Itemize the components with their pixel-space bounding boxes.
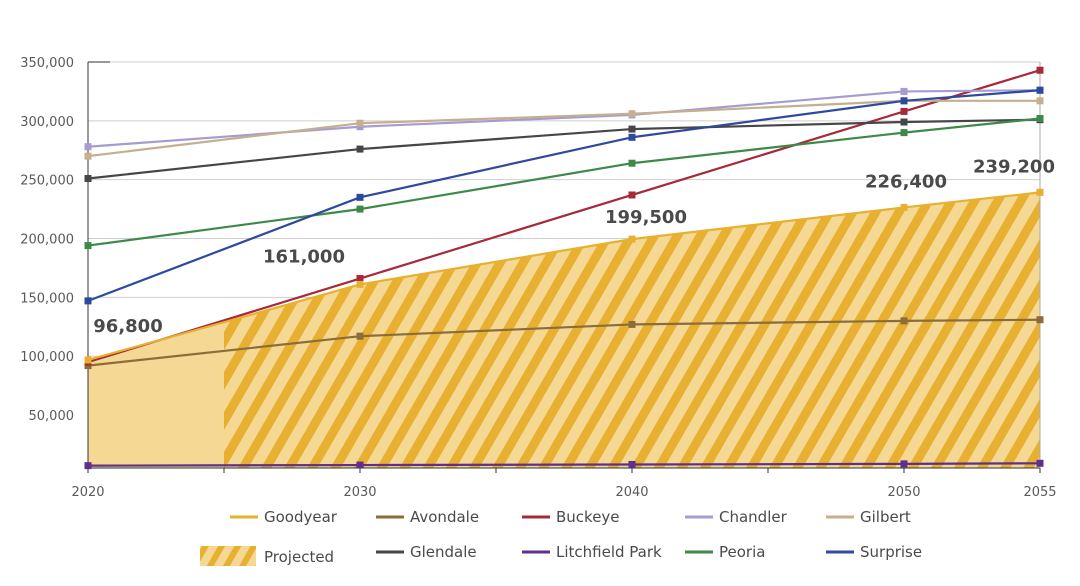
point-litchfield-park [900, 460, 908, 468]
legend-swatch-projected [200, 546, 256, 566]
series-line-glendale [87, 118, 1041, 180]
point-glendale [900, 118, 908, 126]
point-buckeye [900, 107, 908, 115]
point-gilbert [628, 110, 636, 118]
data-label: 96,800 [93, 316, 162, 337]
point-surprise [84, 297, 92, 305]
point-avondale [628, 320, 636, 328]
point-litchfield-park [628, 460, 636, 468]
point-chandler [356, 123, 364, 131]
data-label: 226,400 [865, 171, 947, 192]
goodyear-area-actual [88, 192, 224, 468]
legend-label-gilbert: Gilbert [860, 508, 911, 526]
point-glendale [628, 125, 636, 133]
point-glendale [84, 175, 92, 183]
x-tick-label: 2055 [1023, 485, 1056, 500]
y-tick-label: 300,000 [20, 115, 74, 130]
point-gilbert [84, 152, 92, 160]
point-goodyear [628, 235, 636, 243]
x-tick-label: 2040 [615, 485, 648, 500]
point-gilbert [356, 119, 364, 127]
point-litchfield-park [356, 461, 364, 469]
legend-label-goodyear: Goodyear [264, 508, 338, 526]
legend-label-avondale: Avondale [410, 508, 479, 526]
data-labels: 96,800 161,000 199,500 226,400 239,200 [93, 156, 1055, 337]
y-tick-label: 250,000 [20, 174, 74, 189]
legend-label-buckeye: Buckeye [556, 508, 620, 526]
data-label: 239,200 [973, 156, 1055, 177]
point-peoria [84, 242, 92, 250]
point-litchfield-park [84, 462, 92, 470]
series-lines [84, 66, 1044, 470]
legend-label-projected: Projected [264, 548, 334, 566]
point-goodyear [356, 280, 364, 288]
point-surprise [356, 193, 364, 201]
x-tick-label: 2030 [343, 485, 376, 500]
point-litchfield-park [1036, 459, 1044, 467]
point-avondale [84, 362, 92, 370]
point-surprise [900, 97, 908, 105]
legend-label-surprise: Surprise [860, 543, 922, 561]
point-buckeye [1036, 66, 1044, 74]
goodyear-area-projected [224, 192, 1040, 468]
point-peoria [1036, 114, 1044, 122]
point-avondale [1036, 316, 1044, 324]
point-chandler [900, 87, 908, 95]
y-tick-label: 200,000 [20, 233, 74, 248]
point-gilbert [1036, 97, 1044, 105]
x-tick-label: 2050 [887, 485, 920, 500]
point-peoria [900, 129, 908, 137]
point-avondale [900, 317, 908, 325]
y-tick-label: 100,000 [20, 350, 74, 365]
point-goodyear [1036, 188, 1044, 196]
x-tick-label: 2020 [71, 485, 104, 500]
y-tick-label: 150,000 [20, 291, 74, 306]
legend-label-glendale: Glendale [410, 543, 477, 561]
point-buckeye [356, 275, 364, 283]
axes: 2020 2030 2040 2050 2055 [71, 61, 1057, 500]
point-buckeye [628, 191, 636, 199]
data-label: 161,000 [263, 246, 345, 267]
point-avondale [356, 332, 364, 340]
data-label: 199,500 [605, 207, 687, 228]
point-chandler [84, 143, 92, 151]
point-peoria [628, 159, 636, 167]
series-line-gilbert [87, 99, 1040, 158]
legend-label-chandler: Chandler [719, 508, 788, 526]
legend-label-litchfield-park: Litchfield Park [556, 543, 662, 561]
point-peoria [356, 205, 364, 213]
legend-label-peoria: Peoria [719, 543, 765, 561]
y-tick-label: 50,000 [29, 409, 75, 424]
grid: 50,000 100,000 150,000 200,000 250,000 300,00… [20, 56, 1040, 424]
legend: Goodyear Avondale Buckeye Chandler Gilbert Gl… [200, 508, 922, 566]
point-goodyear [84, 356, 92, 364]
point-surprise [1036, 86, 1044, 94]
point-surprise [628, 133, 636, 141]
y-tick-label: 350,000 [20, 56, 74, 71]
point-goodyear [900, 203, 908, 211]
point-glendale [356, 145, 364, 153]
